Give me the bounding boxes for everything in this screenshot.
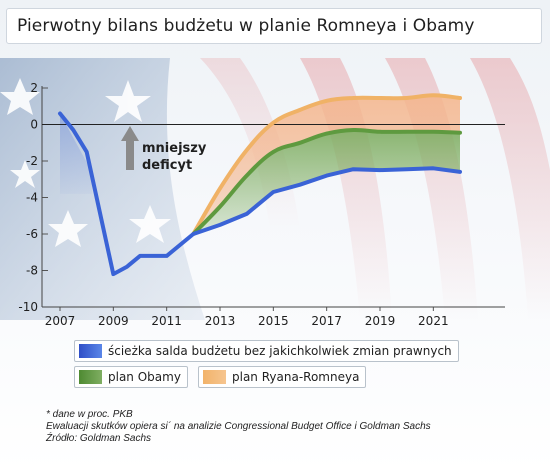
- y-tick-label: -4: [26, 191, 38, 205]
- flag-background: [0, 58, 550, 320]
- flag-star-icon: [48, 210, 88, 247]
- title-box: Pierwotny bilans budżetu w planie Romney…: [6, 8, 542, 44]
- y-tick-label: -8: [26, 264, 38, 278]
- flag-star-icon: [10, 160, 40, 188]
- annotation-arrow-head-icon: [121, 126, 139, 141]
- x-tick-label: 2013: [205, 314, 236, 328]
- flag-star-icon: [129, 205, 171, 243]
- flag-stripe-1: [300, 58, 392, 320]
- y-tick-label: 0: [30, 118, 38, 132]
- legend-item-obama: plan Obamy: [74, 366, 188, 388]
- baseline-line: [58, 111, 462, 277]
- annotation-line-2: deficyt: [142, 158, 192, 173]
- x-tick-label: 2017: [311, 314, 342, 328]
- legend-item-baseline: ścieżka salda budżetu bez jakichkolwiek …: [74, 340, 459, 362]
- x-tick-label: 2021: [418, 314, 449, 328]
- flag-star-icon: [105, 80, 151, 122]
- x-tick-label: 2009: [98, 314, 129, 328]
- footnote-units: * dane w proc. PKB: [46, 409, 133, 420]
- flag-stars: [0, 78, 171, 247]
- obama-area: [193, 129, 461, 234]
- chart-area: 2 0 -2 -4 -6 -8 -10 2007 2009 2011 2013 2015 2017 201…: [18, 81, 505, 328]
- y-tick-label: -2: [26, 154, 38, 168]
- x-tick-label: 2011: [151, 314, 182, 328]
- legend-item-ryan-romney: plan Ryana-Romneya: [198, 366, 367, 388]
- y-tick-label: 2: [30, 81, 38, 95]
- annotation-line-1: mniejszy: [142, 141, 207, 156]
- flag-stripe-3: [470, 58, 550, 320]
- legend-label-baseline: ścieżka salda budżetu bez jakichkolwiek …: [108, 344, 452, 358]
- legend-label-ryan-romney: plan Ryana-Romneya: [232, 370, 360, 384]
- legend-swatch-baseline: [79, 344, 102, 358]
- x-tick-label: 2007: [45, 314, 76, 328]
- ryan-romney-line: [191, 93, 462, 236]
- annotation-arrow-shaft: [126, 140, 134, 170]
- y-tick-label: -6: [26, 227, 38, 241]
- x-tick-label: 2019: [365, 314, 396, 328]
- legend-swatch-ryan-romney: [203, 370, 226, 384]
- footnote-method: Ewaluacji skutków opiera si´ na analizie…: [46, 421, 431, 432]
- legend-swatch-obama: [79, 370, 102, 384]
- chart-title: Pierwotny bilans budżetu w planie Romney…: [17, 16, 475, 36]
- footnotes: * dane w proc. PKB Ewaluacji skutków opi…: [46, 409, 431, 445]
- legend-label-obama: plan Obamy: [108, 370, 181, 384]
- footnote-source: Źródło: Goldman Sachs: [46, 433, 152, 444]
- obama-line: [191, 127, 462, 236]
- flag-stripe-2: [385, 58, 478, 320]
- x-tick-label: 2015: [258, 314, 289, 328]
- baseline-shade: [60, 113, 92, 194]
- flag-star-icon: [0, 78, 40, 115]
- y-tick-label: -10: [18, 300, 38, 314]
